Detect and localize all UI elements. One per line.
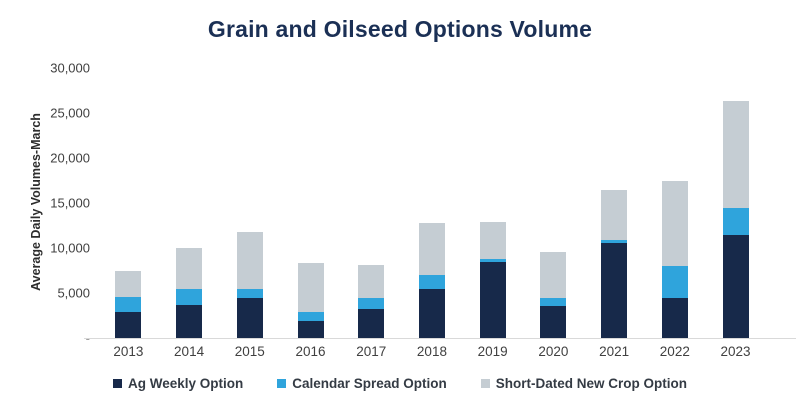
legend-label: Short-Dated New Crop Option: [495, 376, 688, 391]
bar-segment-ag-weekly-option: [115, 311, 142, 338]
x-tick-label: 2013: [113, 344, 144, 359]
y-tick-label: 10,000: [50, 240, 90, 256]
bar-segment-calendar-spread-option: [115, 296, 142, 312]
bar-segment-short-dated-new-crop-option: [479, 221, 506, 259]
x-tick-label: 2020: [538, 344, 569, 359]
y-tick-label: -: [0, 331, 90, 346]
y-tick-label: 25,000: [50, 105, 90, 121]
bar-segment-ag-weekly-option: [358, 309, 385, 338]
bar-segment-calendar-spread-option: [418, 275, 445, 290]
legend-swatch-icon: [480, 379, 490, 388]
x-tick-label: 2021: [599, 344, 630, 359]
legend-swatch-icon: [277, 379, 287, 388]
chart-legend: Ag Weekly Option Calendar Spread Option Sh…: [0, 376, 800, 391]
bar-segment-calendar-spread-option: [601, 239, 628, 243]
x-tick-label: 2014: [174, 344, 205, 359]
bar-2017: [358, 68, 385, 338]
x-tick-label: 2022: [659, 344, 690, 359]
x-tick-label: 2017: [356, 344, 387, 359]
bar-2023: [722, 68, 749, 338]
bar-segment-short-dated-new-crop-option: [358, 265, 385, 299]
y-axis-tick-labels: 30,000 25,000 20,000 15,000 10,000 5,000 -: [0, 61, 90, 346]
bar-segment-short-dated-new-crop-option: [236, 231, 263, 289]
bar-segment-calendar-spread-option: [358, 298, 385, 310]
x-tick-label: 2016: [295, 344, 326, 359]
plot-area: [98, 68, 766, 338]
bar-segment-short-dated-new-crop-option: [601, 190, 628, 240]
bar-segment-ag-weekly-option: [540, 305, 567, 338]
chart-title: Grain and Oilseed Options Volume: [207, 16, 593, 42]
bar-2018: [418, 68, 445, 338]
x-tick-label: 2019: [477, 344, 508, 359]
legend-label: Ag Weekly Option: [127, 376, 244, 391]
bar-segment-calendar-spread-option: [479, 258, 506, 262]
bar-segment-calendar-spread-option: [176, 289, 203, 305]
bar-segment-ag-weekly-option: [601, 242, 628, 338]
bar-segment-short-dated-new-crop-option: [418, 222, 445, 276]
bar-segment-short-dated-new-crop-option: [661, 181, 688, 266]
legend-label: Calendar Spread Option: [292, 376, 447, 391]
bar-segment-ag-weekly-option: [722, 235, 749, 338]
bar-segment-ag-weekly-option: [479, 261, 506, 338]
y-tick-label: 30,000: [50, 60, 90, 76]
x-tick-label: 2023: [720, 344, 751, 359]
bar-segment-calendar-spread-option: [722, 208, 749, 236]
bar-segment-calendar-spread-option: [661, 266, 688, 298]
bar-segment-short-dated-new-crop-option: [297, 263, 324, 312]
legend-swatch-icon: [112, 379, 122, 388]
bar-segment-ag-weekly-option: [297, 320, 324, 338]
legend-item-short-dated-new-crop-option: Short-Dated New Crop Option: [480, 376, 688, 391]
x-tick-label: 2018: [416, 344, 447, 359]
bar-segment-calendar-spread-option: [540, 297, 567, 306]
y-tick-label: 20,000: [50, 150, 90, 166]
bar-2020: [540, 68, 567, 338]
bar-2022: [661, 68, 688, 338]
bar-segment-ag-weekly-option: [176, 304, 203, 338]
bar-2019: [479, 68, 506, 338]
bar-segment-ag-weekly-option: [236, 298, 263, 338]
x-axis-line: [84, 338, 796, 339]
x-tick-label: 2015: [234, 344, 265, 359]
legend-item-ag-weekly-option: Ag Weekly Option: [112, 376, 244, 391]
legend-item-calendar-spread-option: Calendar Spread Option: [277, 376, 447, 391]
bar-2016: [297, 68, 324, 338]
x-axis-tick-labels: 2013 2014 2015 2016 2017 2018 2019 2020 2021 2022…: [98, 344, 766, 359]
bar-segment-ag-weekly-option: [418, 289, 445, 338]
bar-segment-ag-weekly-option: [661, 297, 688, 338]
bar-segment-short-dated-new-crop-option: [722, 101, 749, 209]
bar-2015: [236, 68, 263, 338]
bar-2021: [601, 68, 628, 338]
bar-segment-short-dated-new-crop-option: [176, 248, 203, 290]
bar-segment-short-dated-new-crop-option: [115, 270, 142, 297]
y-tick-label: 5,000: [57, 285, 90, 301]
bar-segment-calendar-spread-option: [236, 288, 263, 299]
bar-segment-short-dated-new-crop-option: [540, 251, 567, 298]
y-tick-label: 15,000: [50, 195, 90, 211]
bar-2014: [176, 68, 203, 338]
bar-2013: [115, 68, 142, 338]
bar-segment-calendar-spread-option: [297, 311, 324, 321]
